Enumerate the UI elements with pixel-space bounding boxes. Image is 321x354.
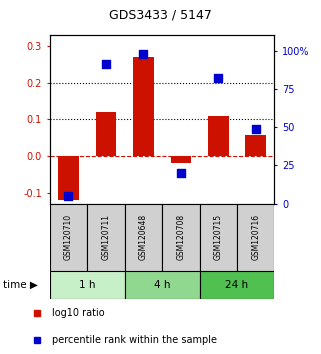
Point — [216, 75, 221, 81]
Text: GSM120715: GSM120715 — [214, 214, 223, 260]
Point — [141, 51, 146, 57]
Bar — [246, 135, 266, 156]
Text: 24 h: 24 h — [225, 280, 248, 290]
Text: time ▶: time ▶ — [3, 280, 38, 290]
Point — [178, 170, 183, 176]
FancyBboxPatch shape — [162, 204, 200, 271]
FancyBboxPatch shape — [125, 204, 162, 271]
Text: 1 h: 1 h — [79, 280, 95, 290]
FancyBboxPatch shape — [87, 204, 125, 271]
Bar — [58, 156, 79, 200]
Text: GSM120716: GSM120716 — [251, 214, 260, 260]
FancyBboxPatch shape — [125, 271, 200, 299]
Text: 4 h: 4 h — [154, 280, 170, 290]
Text: GSM120708: GSM120708 — [176, 214, 185, 260]
FancyBboxPatch shape — [200, 271, 274, 299]
Text: log10 ratio: log10 ratio — [52, 308, 104, 318]
Bar — [170, 156, 191, 162]
Text: GSM120710: GSM120710 — [64, 214, 73, 260]
Text: GDS3433 / 5147: GDS3433 / 5147 — [109, 9, 212, 22]
Point — [103, 62, 108, 67]
FancyBboxPatch shape — [237, 204, 274, 271]
FancyBboxPatch shape — [50, 271, 125, 299]
Point — [253, 126, 258, 131]
Point — [66, 193, 71, 199]
Bar — [96, 112, 116, 156]
Text: percentile rank within the sample: percentile rank within the sample — [52, 335, 217, 345]
Text: GSM120648: GSM120648 — [139, 214, 148, 260]
Bar — [133, 57, 154, 156]
FancyBboxPatch shape — [50, 204, 87, 271]
FancyBboxPatch shape — [200, 204, 237, 271]
Text: GSM120711: GSM120711 — [101, 214, 110, 260]
Bar — [208, 116, 229, 156]
